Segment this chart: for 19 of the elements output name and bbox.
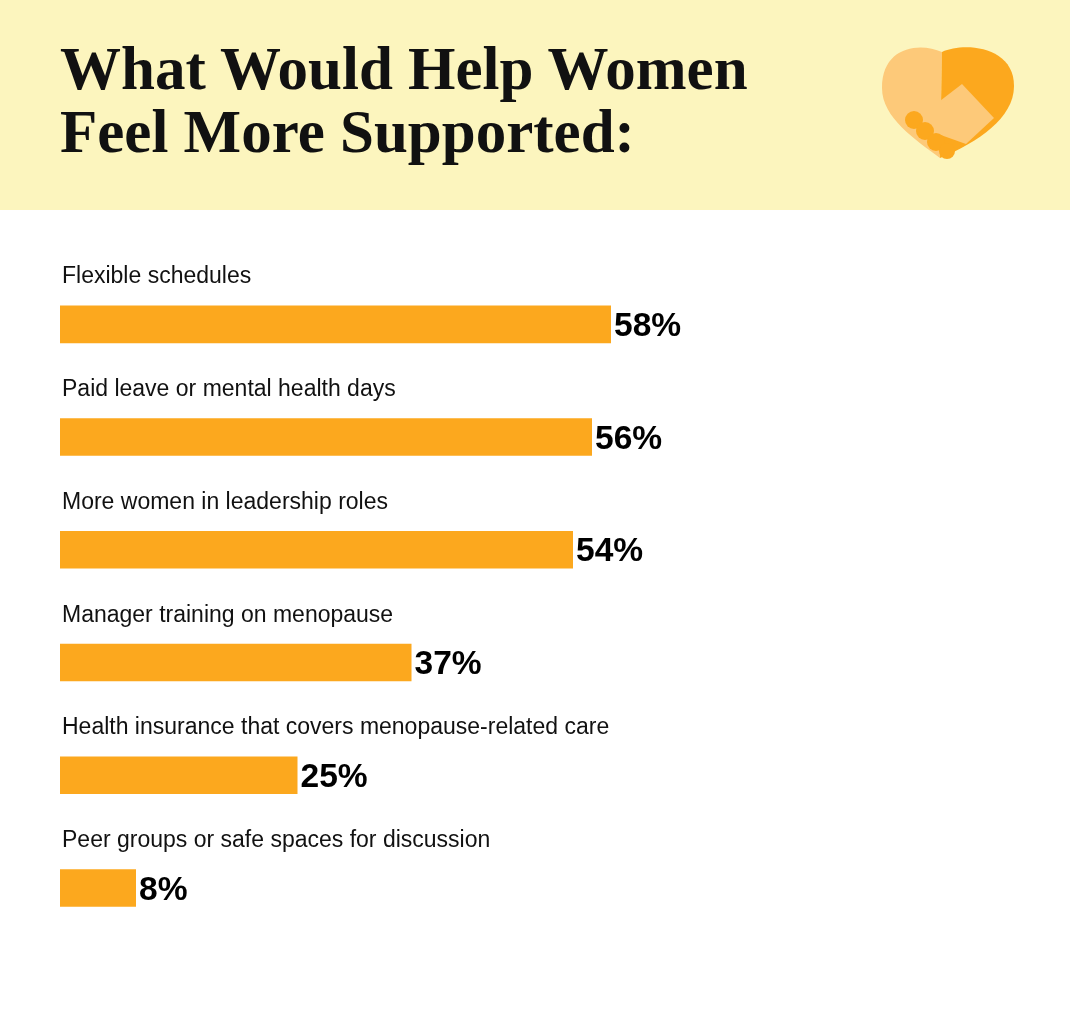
y-tick-label: Paid leave or mental health days bbox=[62, 375, 396, 401]
bar bbox=[60, 756, 298, 795]
data-label: 58% bbox=[614, 305, 682, 343]
data-label: 56% bbox=[595, 418, 663, 456]
data-label: 54% bbox=[576, 531, 644, 569]
bar bbox=[60, 418, 592, 456]
y-tick-label: Flexible schedules bbox=[62, 262, 252, 288]
data-label: 37% bbox=[414, 644, 482, 682]
bar bbox=[60, 531, 573, 569]
y-tick-label: Manager training on menopause bbox=[62, 601, 394, 627]
chart-title: What Would Help Women Feel More Supported: bbox=[60, 35, 749, 165]
bar bbox=[60, 305, 611, 344]
y-tick-label: More women in leadership roles bbox=[62, 488, 388, 514]
bar bbox=[60, 869, 136, 907]
bar bbox=[60, 643, 412, 682]
data-label: 8% bbox=[139, 869, 188, 907]
y-tick-label: Peer groups or safe spaces for discussion bbox=[62, 826, 491, 852]
y-tick-label: Health insurance that covers menopause-related care bbox=[62, 713, 610, 739]
data-label: 25% bbox=[300, 756, 368, 794]
